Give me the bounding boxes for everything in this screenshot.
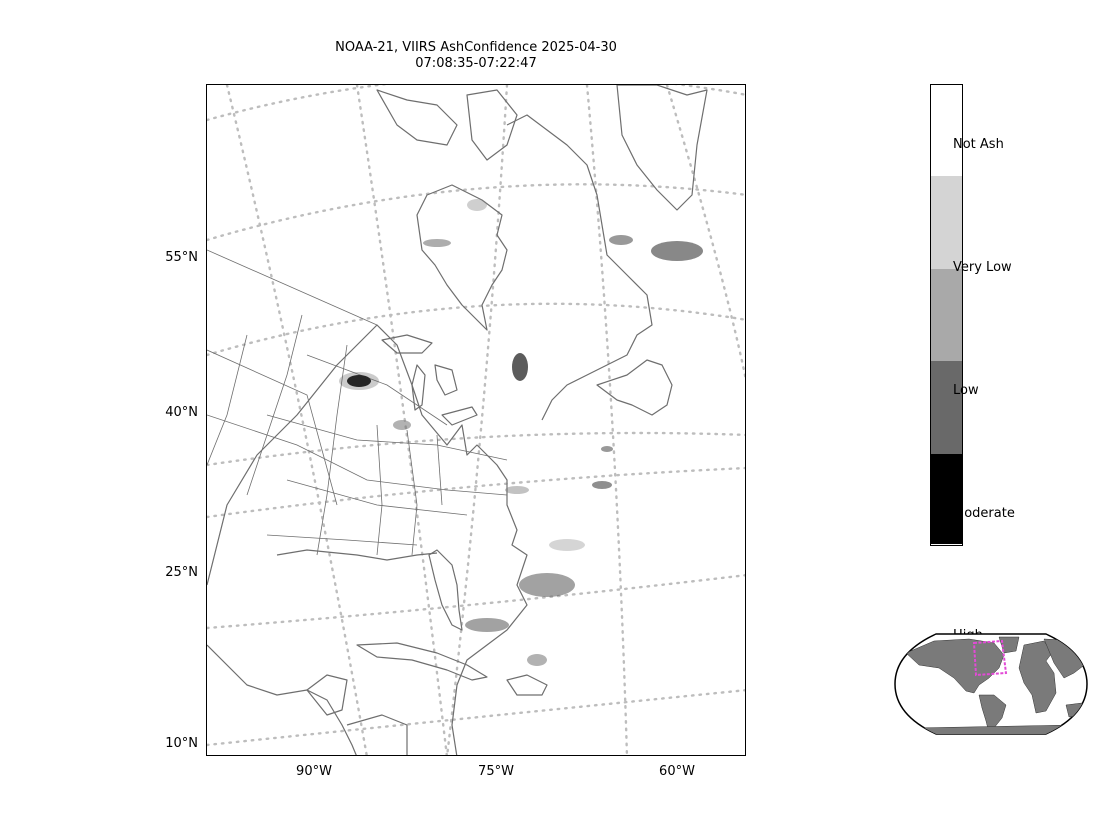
ash-patch xyxy=(393,420,411,430)
graticule-lat-60 xyxy=(207,183,745,242)
colorbar-label-high: High xyxy=(953,628,983,637)
ash-patch xyxy=(465,618,509,632)
graticule-lon-90 xyxy=(225,85,368,755)
hispaniola xyxy=(506,674,548,696)
lon-label-90w: 90°W xyxy=(296,764,332,779)
central-america xyxy=(346,714,408,755)
lake-michigan xyxy=(411,364,426,411)
map-title-line2: 07:08:35-07:22:47 xyxy=(415,56,537,71)
ash-patch xyxy=(519,573,575,597)
lake-erie xyxy=(441,406,478,426)
lat-label-40: 40°N xyxy=(165,405,198,420)
ash-patch xyxy=(423,239,451,247)
globe-inset-canvas xyxy=(894,633,1088,735)
florida xyxy=(428,549,463,631)
labrador-coast xyxy=(506,114,653,421)
state-border-1 xyxy=(207,349,338,506)
ash-patch xyxy=(467,199,487,211)
state-border-6 xyxy=(376,424,383,556)
globe-extent-box xyxy=(972,639,1008,677)
state-border-9 xyxy=(306,354,448,426)
colorbar-label-not-ash: Not Ash xyxy=(953,137,1004,152)
colorbar-segment-moderate xyxy=(931,361,962,454)
yucatan xyxy=(306,674,348,716)
lon-label-60w: 60°W xyxy=(659,764,695,779)
globe-north-america xyxy=(905,638,1005,694)
state-border-3 xyxy=(207,334,248,466)
ash-patch xyxy=(592,481,612,489)
arctic-island-2 xyxy=(466,89,518,161)
map-title: NOAA-21, VIIRS AshConfidence 2025-04-30 … xyxy=(206,40,746,72)
lat-label-25: 25°N xyxy=(165,565,198,580)
ash-patch xyxy=(505,486,529,494)
ash-patch xyxy=(549,539,585,551)
gulf-coast xyxy=(276,549,438,561)
colorbar-segment-high xyxy=(931,454,962,544)
state-border-8 xyxy=(436,434,443,506)
arctic-island-1 xyxy=(376,89,458,146)
globe-inset xyxy=(894,633,1088,735)
coastlines xyxy=(207,85,708,755)
map-title-line1: NOAA-21, VIIRS AshConfidence 2025-04-30 xyxy=(335,40,617,55)
lat-label-10: 10°N xyxy=(165,736,198,751)
state-border-5 xyxy=(316,344,348,556)
lat-label-55: 55°N xyxy=(165,250,198,265)
colorbar xyxy=(930,84,963,546)
mexico-coast xyxy=(207,644,357,755)
globe-land xyxy=(905,636,1087,734)
hudson-bay xyxy=(416,184,508,331)
graticule-lat-45 xyxy=(207,431,745,467)
state-border-7 xyxy=(406,429,418,556)
graticule-lon-65 xyxy=(585,85,629,755)
ash-patch xyxy=(347,375,371,387)
graticule-lon-80 xyxy=(355,85,448,755)
maritimes xyxy=(596,359,673,416)
graticule-lon-55 xyxy=(665,85,745,382)
graticule-lat-65 xyxy=(207,85,745,122)
political-borders xyxy=(207,249,508,556)
lake-huron xyxy=(434,364,458,396)
graticule-lat-35 xyxy=(207,466,745,519)
cuba xyxy=(356,642,488,681)
state-border-12 xyxy=(266,534,418,546)
colorbar-segment-not-ash xyxy=(931,85,962,176)
ash-patch xyxy=(609,235,633,245)
colorbar-segment-very-low xyxy=(931,176,962,269)
state-border-11 xyxy=(286,479,468,516)
lon-label-75w: 75°W xyxy=(478,764,514,779)
ash-patch xyxy=(512,353,528,381)
graticule-lat-15 xyxy=(207,688,745,747)
colorbar-label-moderate: Moderate xyxy=(953,506,1015,521)
ash-patch xyxy=(651,241,703,261)
ash-patch xyxy=(527,654,547,666)
map-canvas xyxy=(207,85,745,755)
state-border-10 xyxy=(266,414,508,461)
greenland xyxy=(616,85,708,211)
graticule-lat-25 xyxy=(207,574,745,630)
us-canada-border xyxy=(207,249,378,326)
graticule-lon-75 xyxy=(446,85,509,755)
lake-superior xyxy=(381,334,433,354)
colorbar-label-very-low: Very Low xyxy=(953,260,1012,275)
colorbar-segment-low xyxy=(931,269,962,361)
colorbar-label-low: Low xyxy=(953,383,979,398)
coastline-east xyxy=(207,324,528,755)
ash-confidence-pixels xyxy=(339,199,703,666)
state-border-4 xyxy=(246,314,303,496)
graticule-lat-55 xyxy=(207,302,745,357)
ash-patch xyxy=(339,372,379,390)
main-map[interactable] xyxy=(206,84,746,756)
ash-patch xyxy=(601,446,613,452)
